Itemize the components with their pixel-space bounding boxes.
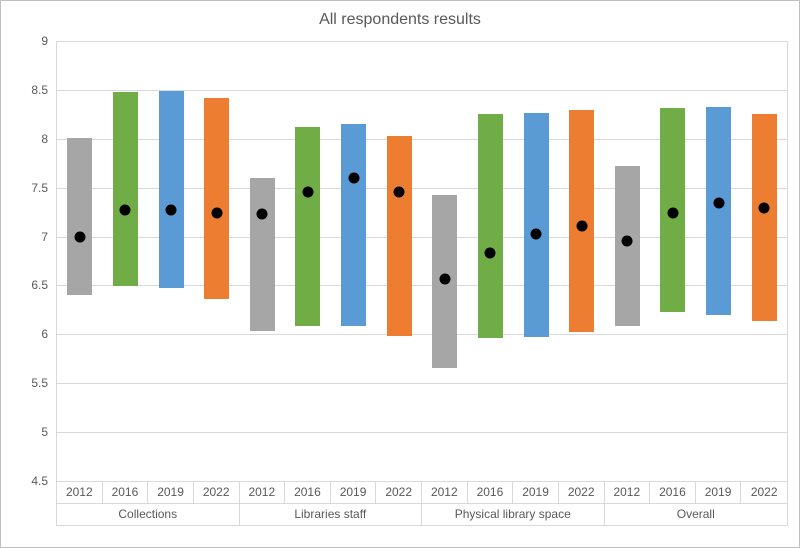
x-axis-year-label: 2016 — [468, 481, 514, 503]
range-bar — [250, 178, 275, 332]
x-axis-year-label: 2016 — [650, 481, 696, 503]
y-axis-label: 8 — [1, 132, 48, 146]
plot-area — [56, 41, 788, 482]
x-axis-rows: 2012201620192022201220162019202220122016… — [56, 481, 788, 526]
y-axis-label: 5.5 — [1, 376, 48, 390]
range-bar — [295, 127, 320, 326]
y-axis-label: 4.5 — [1, 474, 48, 488]
range-bar — [524, 113, 549, 337]
range-bar — [67, 138, 92, 295]
perceived-marker — [622, 236, 633, 247]
perceived-marker — [485, 248, 496, 259]
range-bar — [706, 107, 731, 314]
range-bar — [752, 114, 777, 320]
perceived-marker — [211, 208, 222, 219]
chart-title: All respondents results — [1, 11, 799, 29]
perceived-marker — [713, 198, 724, 209]
x-axis-year-label: 2022 — [741, 481, 787, 503]
gridline — [57, 432, 787, 433]
x-axis-year-label: 2022 — [559, 481, 605, 503]
gridline — [57, 383, 787, 384]
x-axis-year-label: 2019 — [696, 481, 742, 503]
perceived-marker — [759, 203, 770, 214]
x-axis-year-label: 2022 — [194, 481, 240, 503]
chart-container: All respondents results 2012201620192022… — [0, 0, 800, 548]
x-axis-group-label: Physical library space — [422, 503, 605, 525]
perceived-marker — [74, 231, 85, 242]
perceived-marker — [394, 186, 405, 197]
x-axis-year-label: 2012 — [422, 481, 468, 503]
range-bar — [204, 98, 229, 299]
range-bar — [341, 124, 366, 325]
gridline — [57, 334, 787, 335]
y-axis-label: 7.5 — [1, 181, 48, 195]
x-axis-year-label: 2012 — [605, 481, 651, 503]
x-axis-year-label: 2012 — [240, 481, 286, 503]
y-axis-label: 5 — [1, 425, 48, 439]
x-axis-group-row: CollectionsLibraries staffPhysical libra… — [57, 503, 787, 525]
range-bar — [387, 136, 412, 336]
perceived-marker — [302, 186, 313, 197]
perceived-marker — [667, 208, 678, 219]
y-axis-label: 7 — [1, 230, 48, 244]
x-axis-year-label: 2019 — [331, 481, 377, 503]
x-axis-year-label: 2022 — [376, 481, 422, 503]
x-axis-year-label: 2016 — [103, 481, 149, 503]
y-axis-label: 6.5 — [1, 278, 48, 292]
x-axis-year-row: 2012201620192022201220162019202220122016… — [57, 481, 787, 504]
gridline — [57, 41, 787, 42]
y-axis-label: 9 — [1, 34, 48, 48]
perceived-marker — [257, 209, 268, 220]
perceived-marker — [531, 228, 542, 239]
x-axis-group-label: Libraries staff — [240, 503, 423, 525]
y-axis-label: 8.5 — [1, 83, 48, 97]
x-axis-year-label: 2019 — [148, 481, 194, 503]
y-axis-label: 6 — [1, 327, 48, 341]
x-axis-group-label: Collections — [57, 503, 240, 525]
x-axis-group-label: Overall — [605, 503, 788, 525]
perceived-marker — [348, 172, 359, 183]
perceived-marker — [120, 205, 131, 216]
range-bar — [159, 91, 184, 289]
perceived-marker — [439, 273, 450, 284]
perceived-marker — [576, 220, 587, 231]
perceived-marker — [166, 205, 177, 216]
x-axis-year-label: 2019 — [513, 481, 559, 503]
range-bar — [113, 92, 138, 287]
x-axis-year-label: 2016 — [285, 481, 331, 503]
range-bar — [478, 114, 503, 338]
x-axis-year-label: 2012 — [57, 481, 103, 503]
